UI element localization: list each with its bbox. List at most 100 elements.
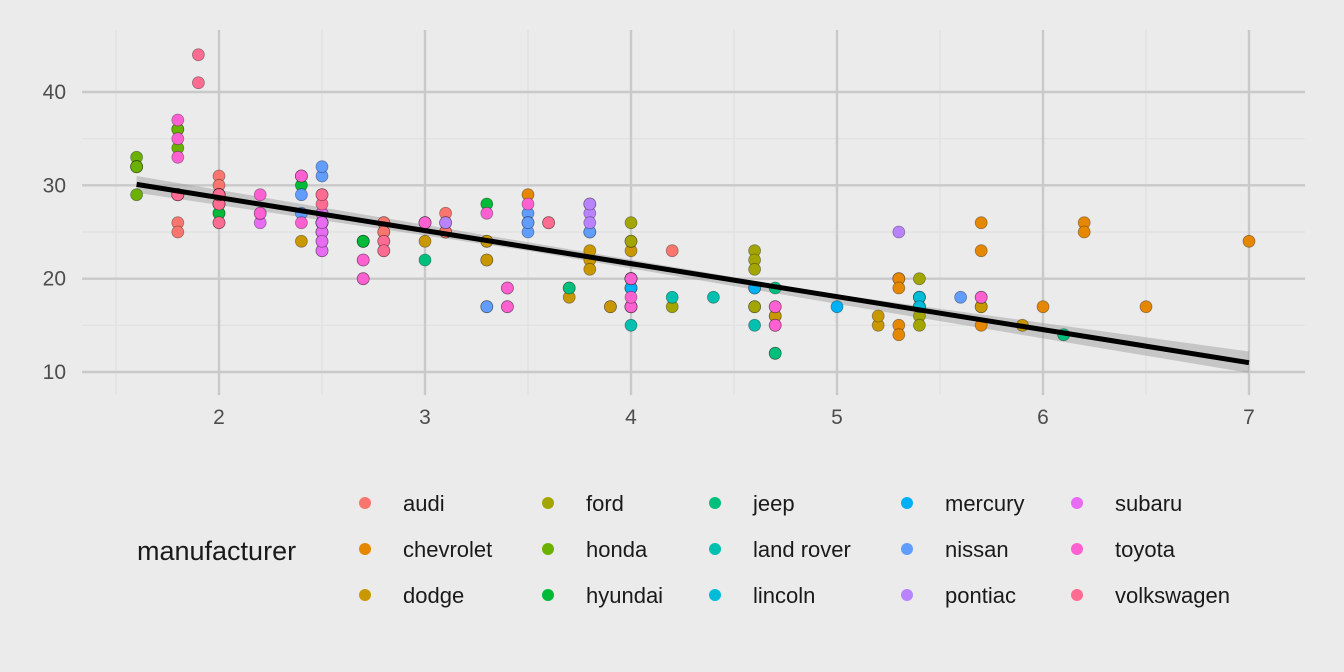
data-point	[748, 318, 761, 332]
legend-key	[359, 543, 371, 555]
legend-item-ford: ford	[542, 491, 624, 516]
legend-item-dodge: dodge	[359, 583, 464, 608]
data-point	[521, 197, 535, 211]
data-point	[294, 216, 308, 230]
legend-item-chevrolet: chevrolet	[359, 537, 492, 562]
legend-label: lincoln	[753, 583, 815, 608]
legend-item-pontiac: pontiac	[901, 583, 1016, 608]
data-point	[315, 234, 329, 248]
data-point	[253, 188, 267, 202]
data-point	[191, 48, 205, 62]
data-point	[480, 253, 494, 267]
data-point	[500, 300, 514, 314]
legend-key	[901, 589, 913, 601]
x-tick-label: 3	[419, 406, 431, 429]
data-point	[130, 188, 144, 202]
x-tick-label: 6	[1037, 406, 1049, 429]
y-tick-label: 10	[43, 361, 66, 384]
data-point	[974, 290, 988, 304]
data-point	[624, 234, 638, 248]
data-point	[892, 281, 906, 295]
legend-key	[901, 497, 913, 509]
data-point	[665, 290, 679, 304]
legend-item-honda: honda	[542, 537, 648, 562]
legend-label: chevrolet	[403, 537, 492, 562]
data-point	[521, 216, 535, 230]
legend-item-hyundai: hyundai	[542, 583, 663, 608]
legend-key	[1071, 589, 1083, 601]
data-point	[171, 113, 185, 127]
legend-key	[542, 589, 554, 601]
legend-label: dodge	[403, 583, 464, 608]
x-tick-label: 7	[1243, 406, 1255, 429]
series-toyota	[171, 113, 988, 332]
data-point	[315, 188, 329, 202]
legend-item-land-rover: land rover	[709, 537, 851, 562]
data-point	[624, 216, 638, 230]
data-point	[954, 290, 967, 304]
trend-line	[136, 181, 1250, 366]
series-volkswagen	[171, 48, 555, 258]
data-point	[171, 132, 185, 146]
legend-key	[901, 543, 913, 555]
data-point	[1139, 300, 1153, 314]
legend-label: audi	[403, 491, 445, 516]
data-point	[1242, 234, 1256, 248]
data-point	[212, 216, 226, 230]
data-point	[315, 160, 329, 174]
data-point	[624, 318, 638, 332]
y-axis-ticks: 10 20 30 40	[43, 81, 66, 384]
data-point	[294, 188, 308, 202]
x-tick-label: 2	[213, 406, 225, 429]
data-point	[768, 346, 782, 360]
data-point	[892, 225, 906, 239]
data-point	[418, 253, 432, 267]
legend-item-jeep: jeep	[709, 491, 795, 516]
legend-label: honda	[586, 537, 648, 562]
data-point	[1077, 225, 1091, 239]
data-point	[480, 206, 494, 220]
data-point	[418, 234, 432, 248]
data-point	[480, 300, 494, 314]
legend-label: jeep	[752, 491, 795, 516]
legend-item-volkswagen: volkswagen	[1071, 583, 1230, 608]
data-point	[130, 160, 144, 174]
data-point	[542, 216, 555, 230]
data-point	[583, 197, 597, 211]
y-tick-label: 40	[43, 81, 66, 104]
data-point	[748, 300, 761, 314]
y-tick-label: 30	[43, 174, 66, 197]
data-point	[294, 169, 308, 183]
legend-label: toyota	[1115, 537, 1176, 562]
data-point	[707, 290, 720, 304]
legend-key	[1071, 497, 1083, 509]
legend-label: volkswagen	[1115, 583, 1230, 608]
legend-label: pontiac	[945, 583, 1016, 608]
x-tick-label: 5	[831, 406, 843, 429]
data-point	[171, 150, 185, 164]
x-tick-label: 4	[625, 406, 637, 429]
x-axis-ticks: 2 3 4 5 6 7	[213, 406, 1255, 429]
trend-line-group	[136, 181, 1250, 366]
data-point	[974, 216, 988, 230]
y-tick-label: 20	[43, 268, 66, 291]
data-point	[892, 328, 906, 342]
data-point	[871, 309, 885, 323]
data-point	[377, 244, 391, 258]
data-point	[1036, 300, 1050, 314]
data-point	[315, 216, 329, 230]
legend: manufacturer audi chevrolet dodge ford honda…	[137, 491, 1230, 608]
data-point	[604, 300, 617, 314]
legend-key	[359, 497, 371, 509]
data-point	[500, 281, 514, 295]
data-point	[253, 206, 267, 220]
scatter-points	[130, 48, 1256, 360]
legend-item-toyota: toyota	[1071, 537, 1176, 562]
data-point	[624, 290, 638, 304]
legend-item-audi: audi	[359, 491, 445, 516]
data-point	[830, 300, 844, 314]
legend-key	[709, 589, 721, 601]
data-point	[562, 281, 576, 295]
